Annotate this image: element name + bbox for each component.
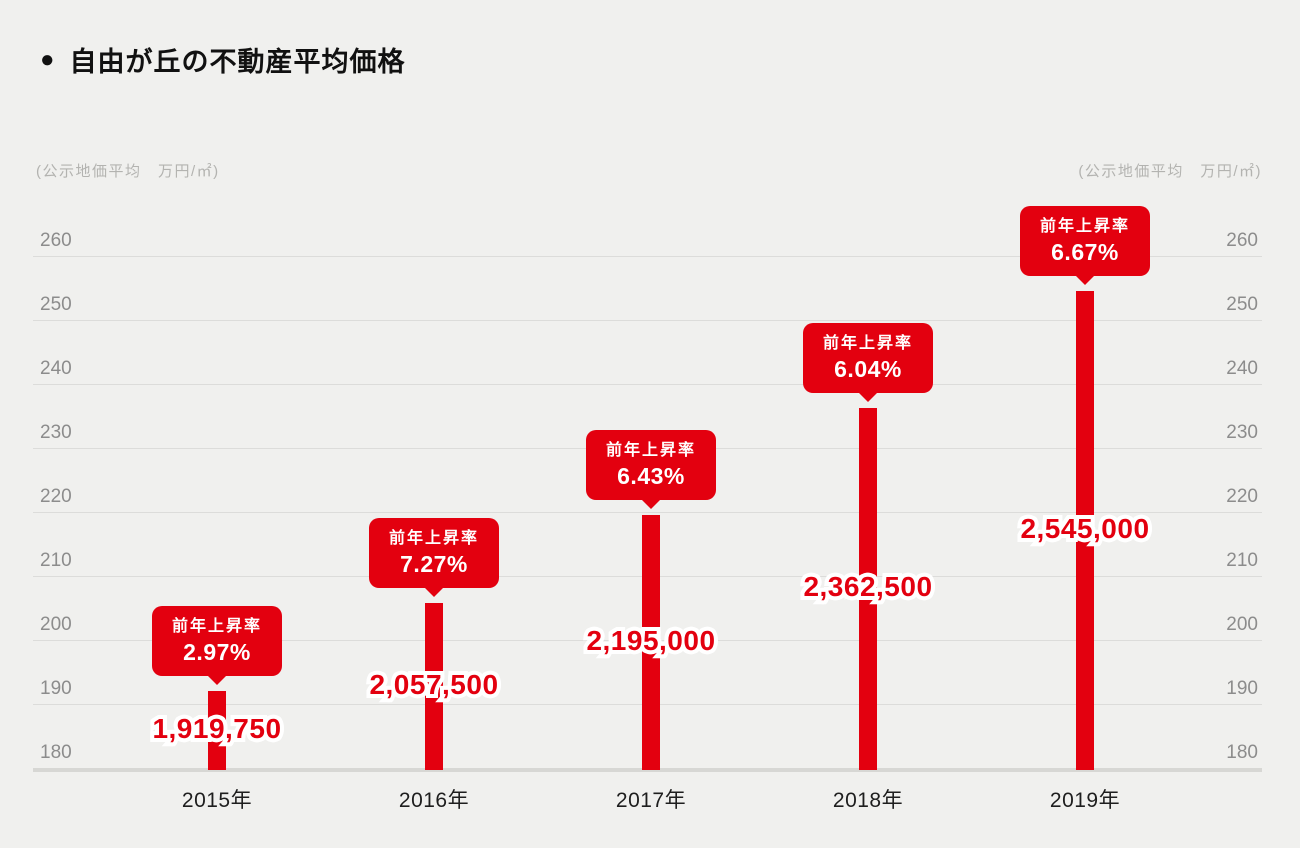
price-value-text: 2,545,000 bbox=[1020, 512, 1150, 544]
price-value-text: 2,057,500 bbox=[369, 668, 499, 700]
yoy-callout-label: 前年上昇率 bbox=[388, 530, 479, 548]
yoy-callout: 前年上昇率 6.43% bbox=[586, 430, 716, 510]
price-value-text: 1,919,750 bbox=[152, 712, 282, 744]
y-tick-label-left: 190 bbox=[40, 678, 72, 699]
yoy-callout: 前年上昇率 6.67% bbox=[1020, 206, 1150, 286]
bar bbox=[425, 603, 443, 770]
y-tick-label-left: 210 bbox=[40, 550, 72, 571]
yoy-callout: 前年上昇率 7.27% bbox=[369, 518, 499, 598]
price-value-label: 2,545,000 2,545,000 bbox=[965, 509, 1205, 548]
yoy-callout: 前年上昇率 6.04% bbox=[803, 323, 933, 402]
price-value-outline: 1,919,750 bbox=[148, 709, 285, 748]
yoy-callout-label: 前年上昇率 bbox=[171, 618, 262, 636]
y-tick-label-left: 230 bbox=[40, 422, 72, 443]
gridline bbox=[33, 384, 1262, 385]
y-axis-unit-label-right: (公示地価平均 万円/㎡) bbox=[1078, 163, 1262, 180]
price-value-label: 1,919,750 1,919,750 bbox=[97, 709, 337, 748]
yoy-callout-value: 7.27% bbox=[400, 551, 468, 578]
yoy-callout-label: 前年上昇率 bbox=[605, 442, 696, 460]
x-axis-baseline bbox=[33, 768, 1262, 772]
y-tick-label-left: 240 bbox=[40, 358, 72, 379]
callout-pointer-icon bbox=[1075, 275, 1095, 286]
y-tick-label-left: 180 bbox=[40, 742, 72, 763]
y-tick-label-right: 180 bbox=[1226, 742, 1258, 763]
gridline bbox=[33, 320, 1262, 321]
bar bbox=[642, 515, 660, 770]
y-axis-unit-label-left: (公示地価平均 万円/㎡) bbox=[36, 163, 220, 180]
yoy-callout-label: 前年上昇率 bbox=[1039, 218, 1130, 236]
y-tick-label-right: 240 bbox=[1226, 358, 1258, 379]
gridline bbox=[33, 512, 1262, 513]
yoy-callout-value: 6.43% bbox=[617, 463, 685, 490]
chart-title: ● 自由が丘の不動産平均価格 bbox=[40, 40, 406, 79]
callout-pointer-icon bbox=[207, 675, 227, 686]
y-tick-label-left: 220 bbox=[40, 486, 72, 507]
y-tick-label-left: 250 bbox=[40, 294, 72, 315]
price-value-outline: 2,362,500 bbox=[799, 567, 936, 606]
bar bbox=[859, 408, 877, 770]
price-value-outline: 2,195,000 bbox=[582, 621, 719, 660]
callout-pointer-icon bbox=[641, 499, 661, 510]
price-value-outline: 2,545,000 bbox=[1016, 509, 1153, 548]
y-tick-label-left: 200 bbox=[40, 614, 72, 635]
price-value-label: 2,057,500 2,057,500 bbox=[314, 665, 554, 704]
gridline bbox=[33, 256, 1262, 257]
title-bullet-icon: ● bbox=[40, 45, 56, 73]
yoy-callout-value: 6.04% bbox=[834, 356, 902, 382]
y-tick-label-right: 260 bbox=[1226, 230, 1258, 251]
callout-pointer-icon bbox=[424, 587, 444, 598]
x-axis-label: 2018年 bbox=[832, 789, 904, 812]
y-tick-label-left: 260 bbox=[40, 230, 72, 251]
price-value-outline: 2,057,500 bbox=[365, 665, 502, 704]
y-tick-label-right: 190 bbox=[1226, 678, 1258, 699]
bar bbox=[208, 691, 226, 770]
x-axis-label: 2016年 bbox=[398, 789, 470, 812]
y-tick-label-right: 230 bbox=[1226, 422, 1258, 443]
x-axis-label: 2017年 bbox=[615, 789, 687, 812]
callout-pointer-icon bbox=[858, 392, 878, 402]
price-value-text: 2,362,500 bbox=[803, 571, 933, 602]
y-tick-label-right: 250 bbox=[1226, 294, 1258, 315]
price-value-label: 2,362,500 2,362,500 bbox=[748, 567, 988, 606]
y-tick-label-right: 200 bbox=[1226, 614, 1258, 635]
y-tick-label-right: 210 bbox=[1226, 550, 1258, 571]
yoy-callout-value: 6.67% bbox=[1051, 239, 1119, 266]
yoy-callout-label: 前年上昇率 bbox=[822, 335, 913, 352]
x-axis-label: 2015年 bbox=[181, 789, 253, 812]
y-tick-label-right: 220 bbox=[1226, 486, 1258, 507]
price-value-text: 2,195,000 bbox=[586, 624, 716, 656]
chart-title-text: 自由が丘の不動産平均価格 bbox=[69, 47, 406, 77]
price-value-label: 2,195,000 2,195,000 bbox=[531, 621, 771, 660]
x-axis-label: 2019年 bbox=[1049, 789, 1121, 812]
yoy-callout: 前年上昇率 2.97% bbox=[152, 606, 282, 686]
bar bbox=[1076, 291, 1094, 770]
yoy-callout-value: 2.97% bbox=[183, 639, 251, 666]
